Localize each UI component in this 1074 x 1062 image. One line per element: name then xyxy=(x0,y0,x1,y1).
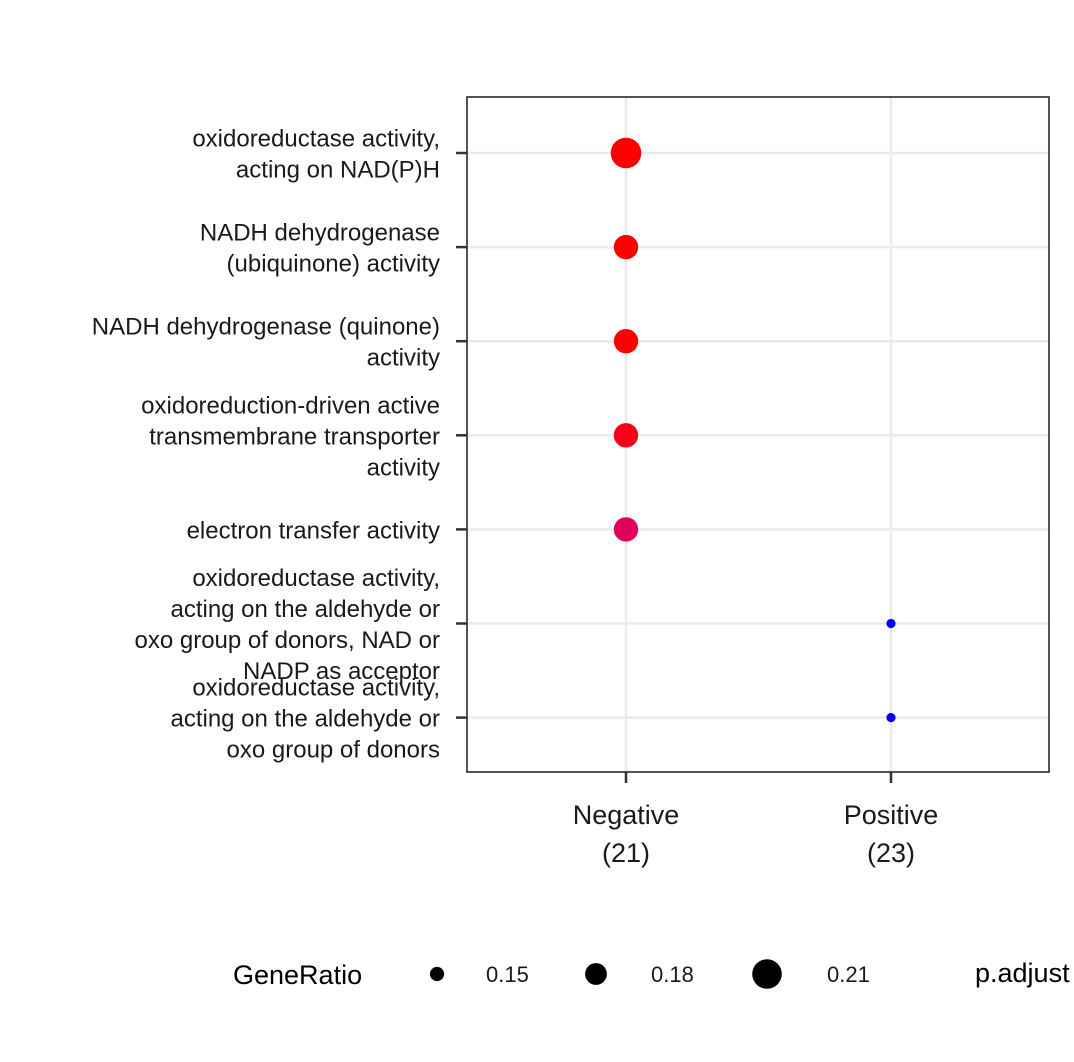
x-axis: Negative (21) Positive (23) xyxy=(573,772,939,868)
x-tick-label: Positive (23) xyxy=(844,800,939,868)
data-point xyxy=(886,713,896,723)
y-tick-label: oxidoreduction-driven active transmembran… xyxy=(141,392,440,481)
data-point xyxy=(610,137,642,169)
x-tick-label: Negative (21) xyxy=(573,800,680,868)
size-legend-key xyxy=(585,963,607,985)
data-point xyxy=(613,234,639,260)
size-legend-label: 0.21 xyxy=(827,962,870,987)
size-legend-label: 0.18 xyxy=(651,962,694,987)
y-tick-label: NADH dehydrogenase (quinone) activity xyxy=(92,314,440,372)
data-point xyxy=(613,517,639,542)
size-legend-label: 0.15 xyxy=(486,962,529,987)
legend: GeneRatio 0.15 0.18 0.21 p.adjust xyxy=(233,958,1070,990)
y-tick-label: oxidoreductase activity, acting on NAD(P)… xyxy=(192,126,440,184)
size-legend-title: GeneRatio xyxy=(233,960,362,990)
data-point xyxy=(613,423,639,448)
data-point xyxy=(886,618,896,629)
y-tick-label: NADH dehydrogenase (ubiquinone) activity xyxy=(200,220,440,278)
y-tick-label: electron transfer activity xyxy=(187,517,440,544)
y-axis: oxidoreductase activity, acting on NAD(P)… xyxy=(92,126,467,764)
y-tick-label: oxidoreductase activity, acting on the al… xyxy=(170,675,440,764)
data-points xyxy=(610,137,896,723)
y-tick-label: oxidoreductase activity, acting on the al… xyxy=(135,565,441,685)
grid-lines xyxy=(467,97,1049,772)
color-legend-title: p.adjust xyxy=(975,958,1070,988)
data-point xyxy=(613,329,639,354)
size-legend-key xyxy=(429,966,445,982)
size-legend-key xyxy=(752,959,782,989)
